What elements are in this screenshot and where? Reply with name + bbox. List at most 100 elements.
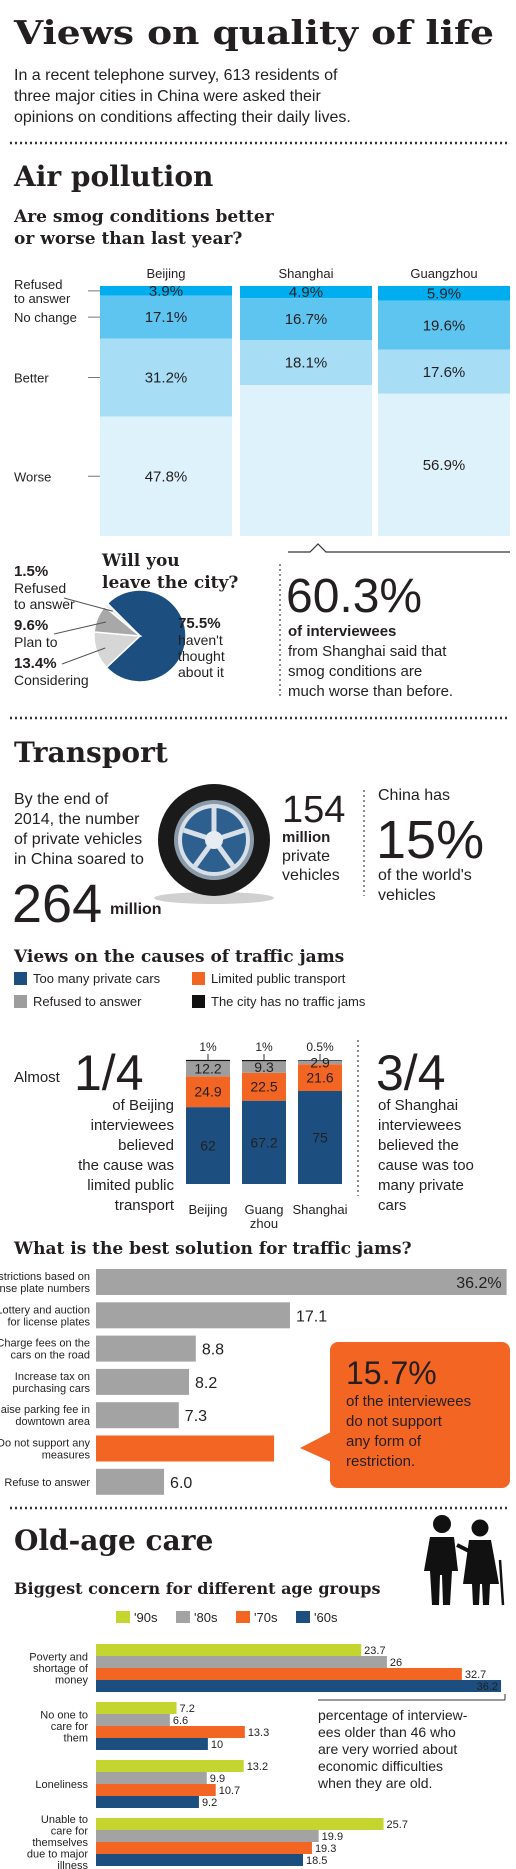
callout-text: of the interviewees bbox=[346, 1393, 471, 1410]
note-text: China has bbox=[378, 787, 450, 804]
value-label: 19.9 bbox=[322, 1831, 343, 1843]
value-label: 36.2% bbox=[456, 1275, 501, 1292]
y-tick-label: cars on the road bbox=[11, 1350, 91, 1362]
bar bbox=[96, 1656, 387, 1668]
y-tick-label: Lottery and auction bbox=[0, 1304, 90, 1316]
value-label: 18.5 bbox=[306, 1855, 327, 1867]
intro: By the end of bbox=[14, 791, 109, 808]
bar bbox=[96, 1772, 207, 1784]
value-label: 67.2 bbox=[250, 1134, 277, 1150]
x-tick-label: Guangzhou bbox=[410, 266, 477, 281]
bar-segment bbox=[100, 338, 232, 417]
callout-text: from Shanghai said that bbox=[288, 643, 447, 660]
x-tick-label: Shanghai bbox=[279, 266, 334, 281]
legend-swatch bbox=[192, 972, 205, 985]
note-text: interviewees bbox=[378, 1117, 461, 1134]
bar bbox=[96, 1726, 245, 1738]
annotation: when they are old. bbox=[317, 1775, 432, 1791]
label-leader bbox=[53, 621, 107, 635]
note-text: Almost bbox=[14, 1069, 61, 1086]
bar-segment bbox=[298, 1064, 342, 1091]
value-label: 19.3 bbox=[315, 1843, 336, 1855]
value-label: 9.3 bbox=[254, 1059, 274, 1075]
legend-label: '90s bbox=[134, 1610, 158, 1625]
bar-segment bbox=[298, 1091, 342, 1184]
annotation: ees older than 46 who bbox=[318, 1724, 456, 1740]
big-figure: 1/4 bbox=[74, 1045, 144, 1101]
bar-segment bbox=[242, 1100, 286, 1184]
x-tick-label: Shanghai bbox=[293, 1202, 348, 1217]
figure bbox=[463, 1540, 499, 1605]
bar bbox=[96, 1830, 319, 1842]
category-label: Plan to bbox=[14, 634, 58, 650]
big-figure: 154 bbox=[282, 789, 345, 831]
y-tick-label: themselves bbox=[32, 1837, 88, 1849]
x-tick-label: zhou bbox=[250, 1216, 278, 1231]
value-label: 5.9% bbox=[427, 285, 461, 302]
value-label: 8.8 bbox=[202, 1342, 224, 1359]
bar bbox=[96, 1680, 502, 1692]
intro: in China soared to bbox=[14, 851, 144, 868]
value-label: 17.1% bbox=[145, 309, 188, 326]
bar-segment bbox=[240, 286, 372, 299]
y-tick-label: illness bbox=[57, 1860, 88, 1869]
chart-title: Views on the causes of traffic jams bbox=[13, 947, 344, 967]
value-label: 1% bbox=[199, 1040, 217, 1054]
bar bbox=[96, 1668, 462, 1680]
value-label: 25.7 bbox=[387, 1819, 408, 1831]
note-text: believed bbox=[118, 1137, 174, 1154]
bar bbox=[96, 1302, 290, 1329]
value-label: 62 bbox=[200, 1138, 216, 1154]
value-label: 16.7% bbox=[285, 311, 328, 328]
value-label: 10 bbox=[211, 1739, 223, 1751]
big-figure: 264 bbox=[12, 874, 102, 934]
y-tick-label: Refuse to answer bbox=[4, 1477, 90, 1489]
y-tick-label: No one to bbox=[40, 1710, 88, 1722]
callout-pointer bbox=[288, 543, 510, 553]
value-label: 24.9 bbox=[194, 1084, 221, 1100]
legend-label: '80s bbox=[194, 1610, 218, 1625]
annotation: are very worried about bbox=[318, 1741, 457, 1757]
big-figure: 15% bbox=[376, 810, 484, 870]
head bbox=[433, 1515, 451, 1533]
category-label: about it bbox=[178, 664, 224, 680]
section-heading: Transport bbox=[14, 736, 168, 769]
bar-segment bbox=[240, 385, 372, 536]
note-text: of Beijing bbox=[112, 1097, 174, 1114]
value-label: 6.6 bbox=[173, 1715, 188, 1727]
note-text: cause was too bbox=[378, 1157, 474, 1174]
value-label: 18.1% bbox=[285, 355, 328, 372]
category-label: Refused bbox=[14, 580, 66, 596]
label-leader bbox=[61, 647, 106, 665]
chart-title: Will you bbox=[101, 551, 180, 571]
category-label: haven't bbox=[178, 632, 223, 648]
note-text: of Shanghai bbox=[378, 1097, 458, 1114]
value-label: 9.6% bbox=[14, 617, 48, 634]
bar bbox=[96, 1854, 303, 1866]
tire-shadow bbox=[154, 892, 274, 904]
category-label: to answer bbox=[14, 596, 75, 612]
value-label: 26 bbox=[390, 1657, 402, 1669]
value-label: 75.5% bbox=[178, 615, 221, 632]
bar-segment bbox=[186, 1107, 230, 1184]
value-label: 6.0 bbox=[170, 1475, 192, 1492]
x-tick-label: Guang bbox=[244, 1202, 283, 1217]
bar-segment bbox=[242, 1072, 286, 1101]
legend-label: '70s bbox=[254, 1610, 278, 1625]
y-tick-label: them bbox=[64, 1733, 88, 1745]
arm bbox=[456, 1543, 470, 1553]
value-label: 13.3 bbox=[248, 1727, 269, 1739]
figure bbox=[424, 1537, 458, 1605]
label-leader bbox=[63, 597, 113, 612]
cane bbox=[498, 1559, 505, 1606]
bar-segment bbox=[100, 295, 232, 339]
category-label: thought bbox=[178, 648, 225, 664]
value-label: 56.9% bbox=[423, 457, 466, 474]
value-label: 8.2 bbox=[195, 1375, 217, 1392]
note-text: limited public bbox=[87, 1177, 174, 1194]
tire-icon bbox=[154, 784, 274, 904]
bar-segment bbox=[378, 300, 510, 350]
value-label: 17.1 bbox=[296, 1308, 327, 1325]
legend-swatch bbox=[236, 1611, 250, 1623]
note-text: vehicles bbox=[378, 887, 436, 904]
